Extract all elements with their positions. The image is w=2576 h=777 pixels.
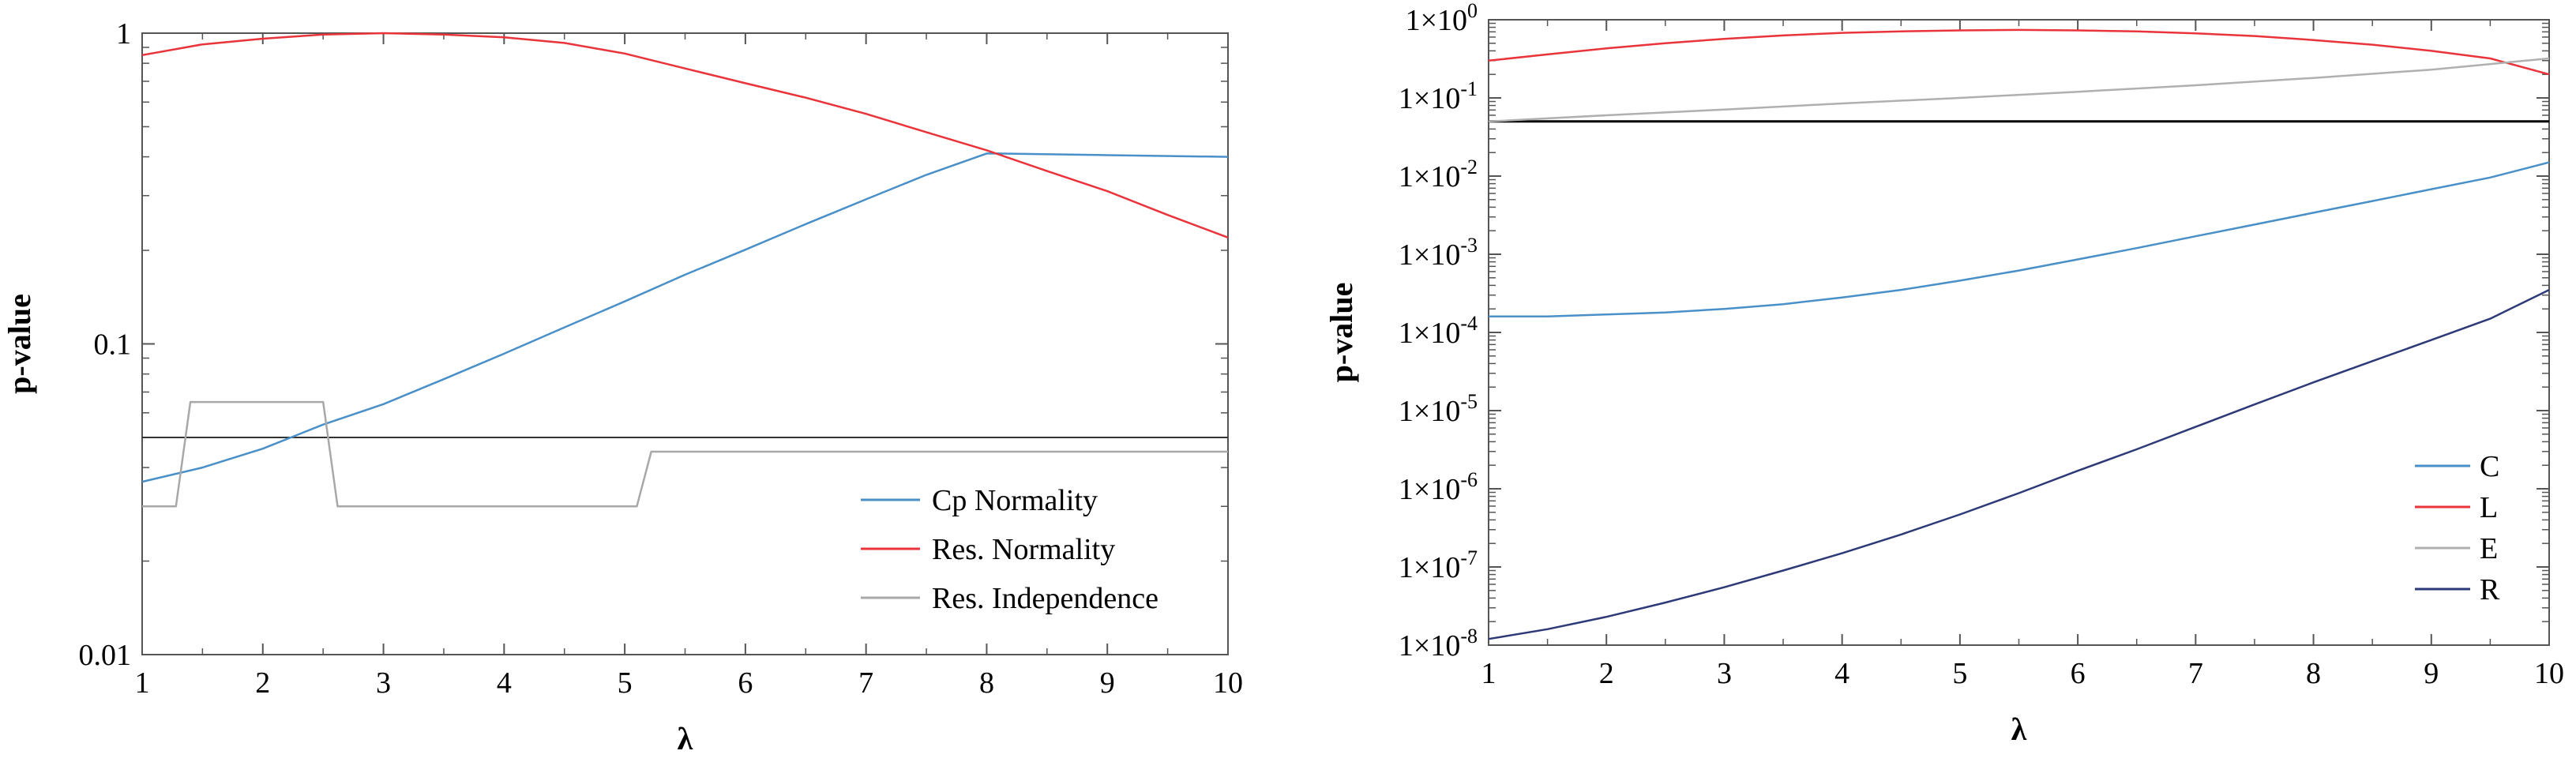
right-series-e-line (1488, 57, 2550, 123)
right-y-axis-label: p-value (1324, 283, 1359, 383)
right-y-tick-label: 1×10-8 (1399, 625, 1478, 663)
right-y-tick-exponent: -3 (1460, 234, 1478, 257)
right-series-c-line (1489, 161, 2550, 318)
left-x-tick-label: 10 (1213, 666, 1243, 700)
left-x-tick-label: 9 (1100, 666, 1115, 700)
right-x-tick-label: 7 (2188, 657, 2203, 690)
right-x-tick-label: 6 (2071, 657, 2086, 690)
left-x-tick-label: 3 (376, 666, 391, 700)
left-y-tick-label: 0.01 (79, 639, 132, 672)
left-x-tick-label: 6 (738, 666, 753, 700)
left-y-tick-label: 1 (116, 17, 131, 51)
right-legend-label-r: R (2480, 573, 2500, 606)
chart-right-clre-tests: 1 2 3 4 5 6 7 8 9 101×10-81×10-71×10-61×10-51×10-… (1324, 0, 2564, 747)
right-x-tick-label: 9 (2424, 657, 2439, 690)
right-y-tick-label: 1×10-5 (1399, 390, 1478, 428)
left-x-tick-label: 4 (497, 666, 512, 700)
left-legend-label-cp-normality: Cp Normality (932, 484, 1098, 517)
right-y-tick-base: 1×10 (1399, 473, 1460, 506)
right-y-tick-exponent: -6 (1460, 468, 1478, 491)
right-y-tick-label: 1×10-7 (1399, 546, 1478, 584)
right-y-tick-base: 1×10 (1399, 629, 1460, 663)
right-legend-label-c: C (2480, 450, 2499, 483)
right-x-tick-label: 4 (1834, 657, 1849, 690)
right-y-tick-label: 1×10-3 (1399, 234, 1478, 272)
right-x-tick-label: 3 (1717, 657, 1732, 690)
right-y-tick-label: 1×10-4 (1399, 312, 1478, 350)
right-y-tick-label: 1×100 (1406, 0, 1478, 37)
right-x-tick-label: 2 (1599, 657, 1614, 690)
right-legend-label-e: E (2480, 532, 2498, 565)
right-y-tick-exponent: -1 (1460, 77, 1478, 100)
right-y-tick-base: 1×10 (1399, 551, 1460, 584)
right-y-tick-exponent: -8 (1460, 625, 1478, 648)
left-x-axis-label: λ (678, 721, 693, 756)
right-series-l-line (1488, 28, 2550, 76)
right-y-tick-base: 1×10 (1399, 238, 1460, 272)
right-series-r-line (1488, 288, 2550, 640)
right-x-tick-label: 1 (1481, 657, 1496, 690)
right-y-tick-base: 1×10 (1399, 317, 1460, 350)
left-legend-label-res-independence: Res. Independence (932, 582, 1158, 615)
left-y-axis-label: p-value (2, 294, 37, 394)
right-y-tick-label: 1×10-2 (1399, 156, 1478, 193)
right-y-tick-base: 1×10 (1399, 82, 1460, 115)
right-y-tick-base: 1×10 (1399, 395, 1460, 428)
left-x-tick-label: 7 (858, 666, 873, 700)
right-x-axis-label: λ (2011, 711, 2027, 747)
right-legend-label-l: L (2480, 491, 2498, 524)
left-x-tick-label: 1 (135, 666, 150, 700)
left-y-tick-label: 0.1 (94, 328, 132, 362)
right-y-tick-label: 1×10-1 (1399, 77, 1478, 115)
left-series-res-independence-line (142, 400, 1228, 508)
left-legend-label-res-normality: Res. Normality (932, 533, 1115, 566)
left-series-cp-normality-line (141, 152, 1229, 483)
left-x-tick-label: 5 (618, 666, 633, 700)
right-y-tick-base: 1×10 (1406, 4, 1467, 37)
right-y-tick-exponent: -2 (1460, 156, 1478, 178)
left-series-res-normality-line (141, 32, 1229, 238)
right-y-tick-exponent: -7 (1460, 546, 1478, 569)
right-x-tick-label: 8 (2306, 657, 2321, 690)
right-y-tick-exponent: -4 (1460, 312, 1478, 335)
left-x-tick-label: 2 (255, 666, 270, 700)
right-y-tick-exponent: 0 (1467, 0, 1478, 22)
chart-left-cp-residual-tests: 1 2 3 4 5 6 7 8 9 10 0.01 0.1 1 λ p-value Cp Normality R… (2, 17, 1243, 756)
right-y-tick-exponent: -5 (1460, 390, 1478, 413)
left-x-tick-label: 8 (979, 666, 994, 700)
right-y-tick-base: 1×10 (1399, 160, 1460, 193)
right-y-tick-label: 1×10-6 (1399, 468, 1478, 506)
right-x-tick-label: 10 (2534, 657, 2564, 690)
right-x-tick-label: 5 (1952, 657, 1967, 690)
